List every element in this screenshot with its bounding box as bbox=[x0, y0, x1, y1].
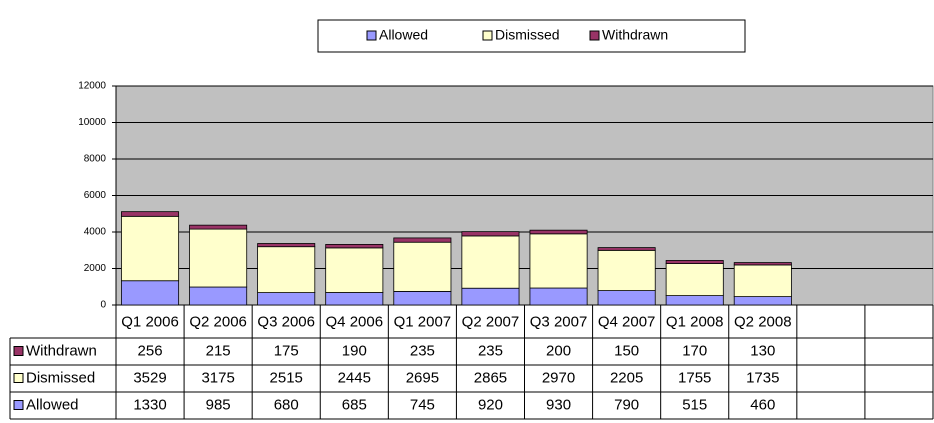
row-label: Withdrawn bbox=[26, 342, 97, 359]
x-tick-label: Q1 2006 bbox=[121, 313, 179, 330]
bar-segment bbox=[393, 237, 452, 243]
legend-label: Dismissed bbox=[495, 27, 560, 43]
legend-box bbox=[317, 19, 746, 53]
legend-key bbox=[589, 30, 600, 41]
table-value: 3175 bbox=[201, 369, 234, 386]
table-value: 1735 bbox=[746, 369, 779, 386]
legend-key bbox=[366, 30, 377, 41]
bar-segment bbox=[461, 287, 520, 306]
table-value: 745 bbox=[410, 396, 435, 413]
bar-segment bbox=[665, 263, 724, 297]
y-tick-label: 6000 bbox=[84, 190, 107, 201]
table-value: 2205 bbox=[610, 369, 643, 386]
table-value: 2445 bbox=[338, 369, 371, 386]
legend-key bbox=[13, 346, 24, 356]
legend-key bbox=[482, 30, 493, 41]
table-value: 235 bbox=[410, 342, 435, 359]
bar-segment bbox=[189, 228, 248, 288]
legend-key bbox=[13, 373, 24, 383]
row-label: Dismissed bbox=[26, 369, 95, 386]
y-tick-label: 8000 bbox=[84, 154, 107, 165]
bar-segment bbox=[325, 292, 384, 306]
y-tick-label: 12000 bbox=[78, 81, 106, 92]
y-tick-label: 0 bbox=[100, 300, 106, 311]
table-value: 1330 bbox=[133, 396, 166, 413]
y-tick-label: 2000 bbox=[84, 263, 107, 274]
table-value: 130 bbox=[750, 342, 775, 359]
bar-segment bbox=[733, 262, 792, 266]
table-value: 235 bbox=[478, 342, 503, 359]
bar-segment bbox=[529, 233, 588, 289]
table-value: 790 bbox=[614, 396, 639, 413]
x-tick-label: Q3 2006 bbox=[257, 313, 315, 330]
bar-segment bbox=[733, 264, 792, 298]
table-value: 256 bbox=[138, 342, 163, 359]
x-tick-label: Q1 2008 bbox=[666, 313, 724, 330]
bar-segment bbox=[461, 235, 520, 289]
table-value: 215 bbox=[206, 342, 231, 359]
table-value: 175 bbox=[274, 342, 299, 359]
bar-segment bbox=[393, 241, 452, 292]
x-tick-label: Q1 2007 bbox=[394, 313, 452, 330]
x-tick-label: Q3 2007 bbox=[530, 313, 588, 330]
bar-segment bbox=[121, 211, 180, 217]
table-value: 150 bbox=[614, 342, 639, 359]
bar-segment bbox=[597, 247, 656, 251]
bar-segment bbox=[665, 295, 724, 306]
table-value: 515 bbox=[682, 396, 707, 413]
table-value: 2970 bbox=[542, 369, 575, 386]
bar-segment bbox=[121, 280, 180, 306]
table-value: 920 bbox=[478, 396, 503, 413]
bar-segment bbox=[121, 215, 180, 282]
bar-segment bbox=[393, 291, 452, 306]
bar-segment bbox=[597, 290, 656, 306]
bar-segment bbox=[461, 231, 520, 237]
bar-segment bbox=[257, 246, 316, 293]
y-tick-label: 10000 bbox=[78, 117, 106, 128]
table-value: 685 bbox=[342, 396, 367, 413]
row-label: Allowed bbox=[26, 396, 79, 413]
bar-segment bbox=[665, 260, 724, 264]
table-value: 190 bbox=[342, 342, 367, 359]
bar-segment bbox=[325, 247, 384, 293]
bar-segment bbox=[257, 292, 316, 306]
x-tick-label: Q4 2007 bbox=[598, 313, 656, 330]
table-value: 985 bbox=[206, 396, 231, 413]
x-tick-label: Q4 2006 bbox=[326, 313, 384, 330]
bar-segment bbox=[733, 296, 792, 306]
bar-segment bbox=[189, 286, 248, 306]
table-value: 460 bbox=[750, 396, 775, 413]
table-value: 2865 bbox=[474, 369, 507, 386]
bar-segment bbox=[529, 287, 588, 306]
table-value: 3529 bbox=[133, 369, 166, 386]
table-value: 200 bbox=[546, 342, 571, 359]
legend-label: Withdrawn bbox=[602, 27, 668, 43]
x-tick-label: Q2 2007 bbox=[462, 313, 520, 330]
bar-segment bbox=[325, 244, 384, 249]
legend-label: Allowed bbox=[379, 27, 428, 43]
table-value: 2515 bbox=[270, 369, 303, 386]
bar-segment bbox=[597, 249, 656, 291]
x-tick-label: Q2 2006 bbox=[189, 313, 247, 330]
y-tick-label: 4000 bbox=[84, 227, 107, 238]
table-value: 2695 bbox=[406, 369, 439, 386]
table-value: 930 bbox=[546, 396, 571, 413]
bar-segment bbox=[189, 224, 248, 230]
bar-segment bbox=[529, 229, 588, 235]
table-value: 680 bbox=[274, 396, 299, 413]
table-value: 170 bbox=[682, 342, 707, 359]
table-value: 1755 bbox=[678, 369, 711, 386]
x-tick-label: Q2 2008 bbox=[734, 313, 792, 330]
bar-segment bbox=[257, 243, 316, 248]
legend-key bbox=[13, 400, 24, 410]
